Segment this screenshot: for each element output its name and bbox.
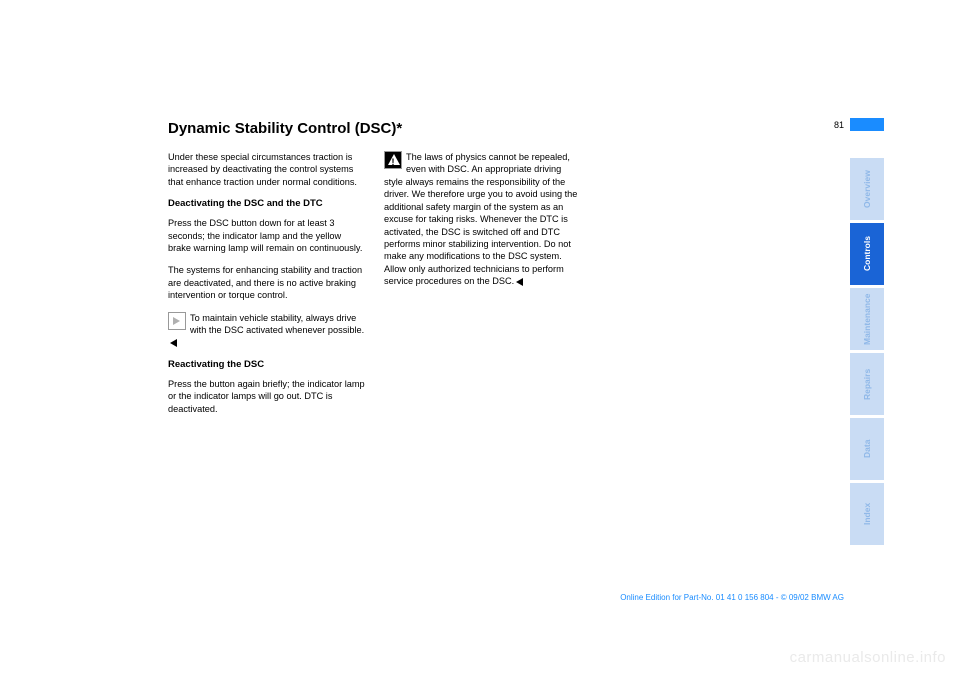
tab-repairs[interactable]: Repairs	[850, 353, 884, 415]
paragraph: Press the button again briefly; the indi…	[168, 378, 366, 415]
side-tabs: Overview Controls Maintenance Repairs Da…	[850, 158, 884, 548]
column-1: Under these special circumstances tracti…	[168, 151, 366, 425]
column-3	[600, 151, 798, 425]
footer-text: Online Edition for Part-No. 01 41 0 156 …	[620, 593, 844, 602]
end-marker-icon	[516, 278, 523, 286]
subheading: Reactivating the DSC	[168, 359, 366, 372]
warning-text: The laws of physics cannot be repealed, …	[384, 152, 577, 286]
tab-data[interactable]: Data	[850, 418, 884, 480]
page-number-bar	[850, 118, 884, 131]
paragraph: Under these special circumstances tracti…	[168, 151, 366, 188]
warning-icon	[384, 151, 402, 169]
end-marker-icon	[170, 339, 177, 347]
watermark: carmanualsonline.info	[790, 649, 946, 666]
tab-maintenance[interactable]: Maintenance	[850, 288, 884, 350]
subheading: Deactivating the DSC and the DTC	[168, 198, 366, 211]
column-2: The laws of physics cannot be repealed, …	[384, 151, 582, 425]
tab-controls[interactable]: Controls	[850, 223, 884, 285]
paragraph: The systems for enhancing stability and …	[168, 264, 366, 301]
note-icon	[168, 312, 186, 330]
paragraph: Press the DSC button down for at least 3…	[168, 217, 366, 254]
tab-index[interactable]: Index	[850, 483, 884, 545]
page-number: 81	[834, 120, 844, 130]
tab-overview[interactable]: Overview	[850, 158, 884, 220]
note-block: To maintain vehicle stability, always dr…	[168, 312, 366, 349]
page-content: Dynamic Stability Control (DSC)* Under t…	[168, 120, 798, 425]
warning-block: The laws of physics cannot be repealed, …	[384, 151, 582, 288]
note-text: To maintain vehicle stability, always dr…	[190, 313, 364, 335]
page-title: Dynamic Stability Control (DSC)*	[168, 120, 798, 137]
text-columns: Under these special circumstances tracti…	[168, 151, 798, 425]
